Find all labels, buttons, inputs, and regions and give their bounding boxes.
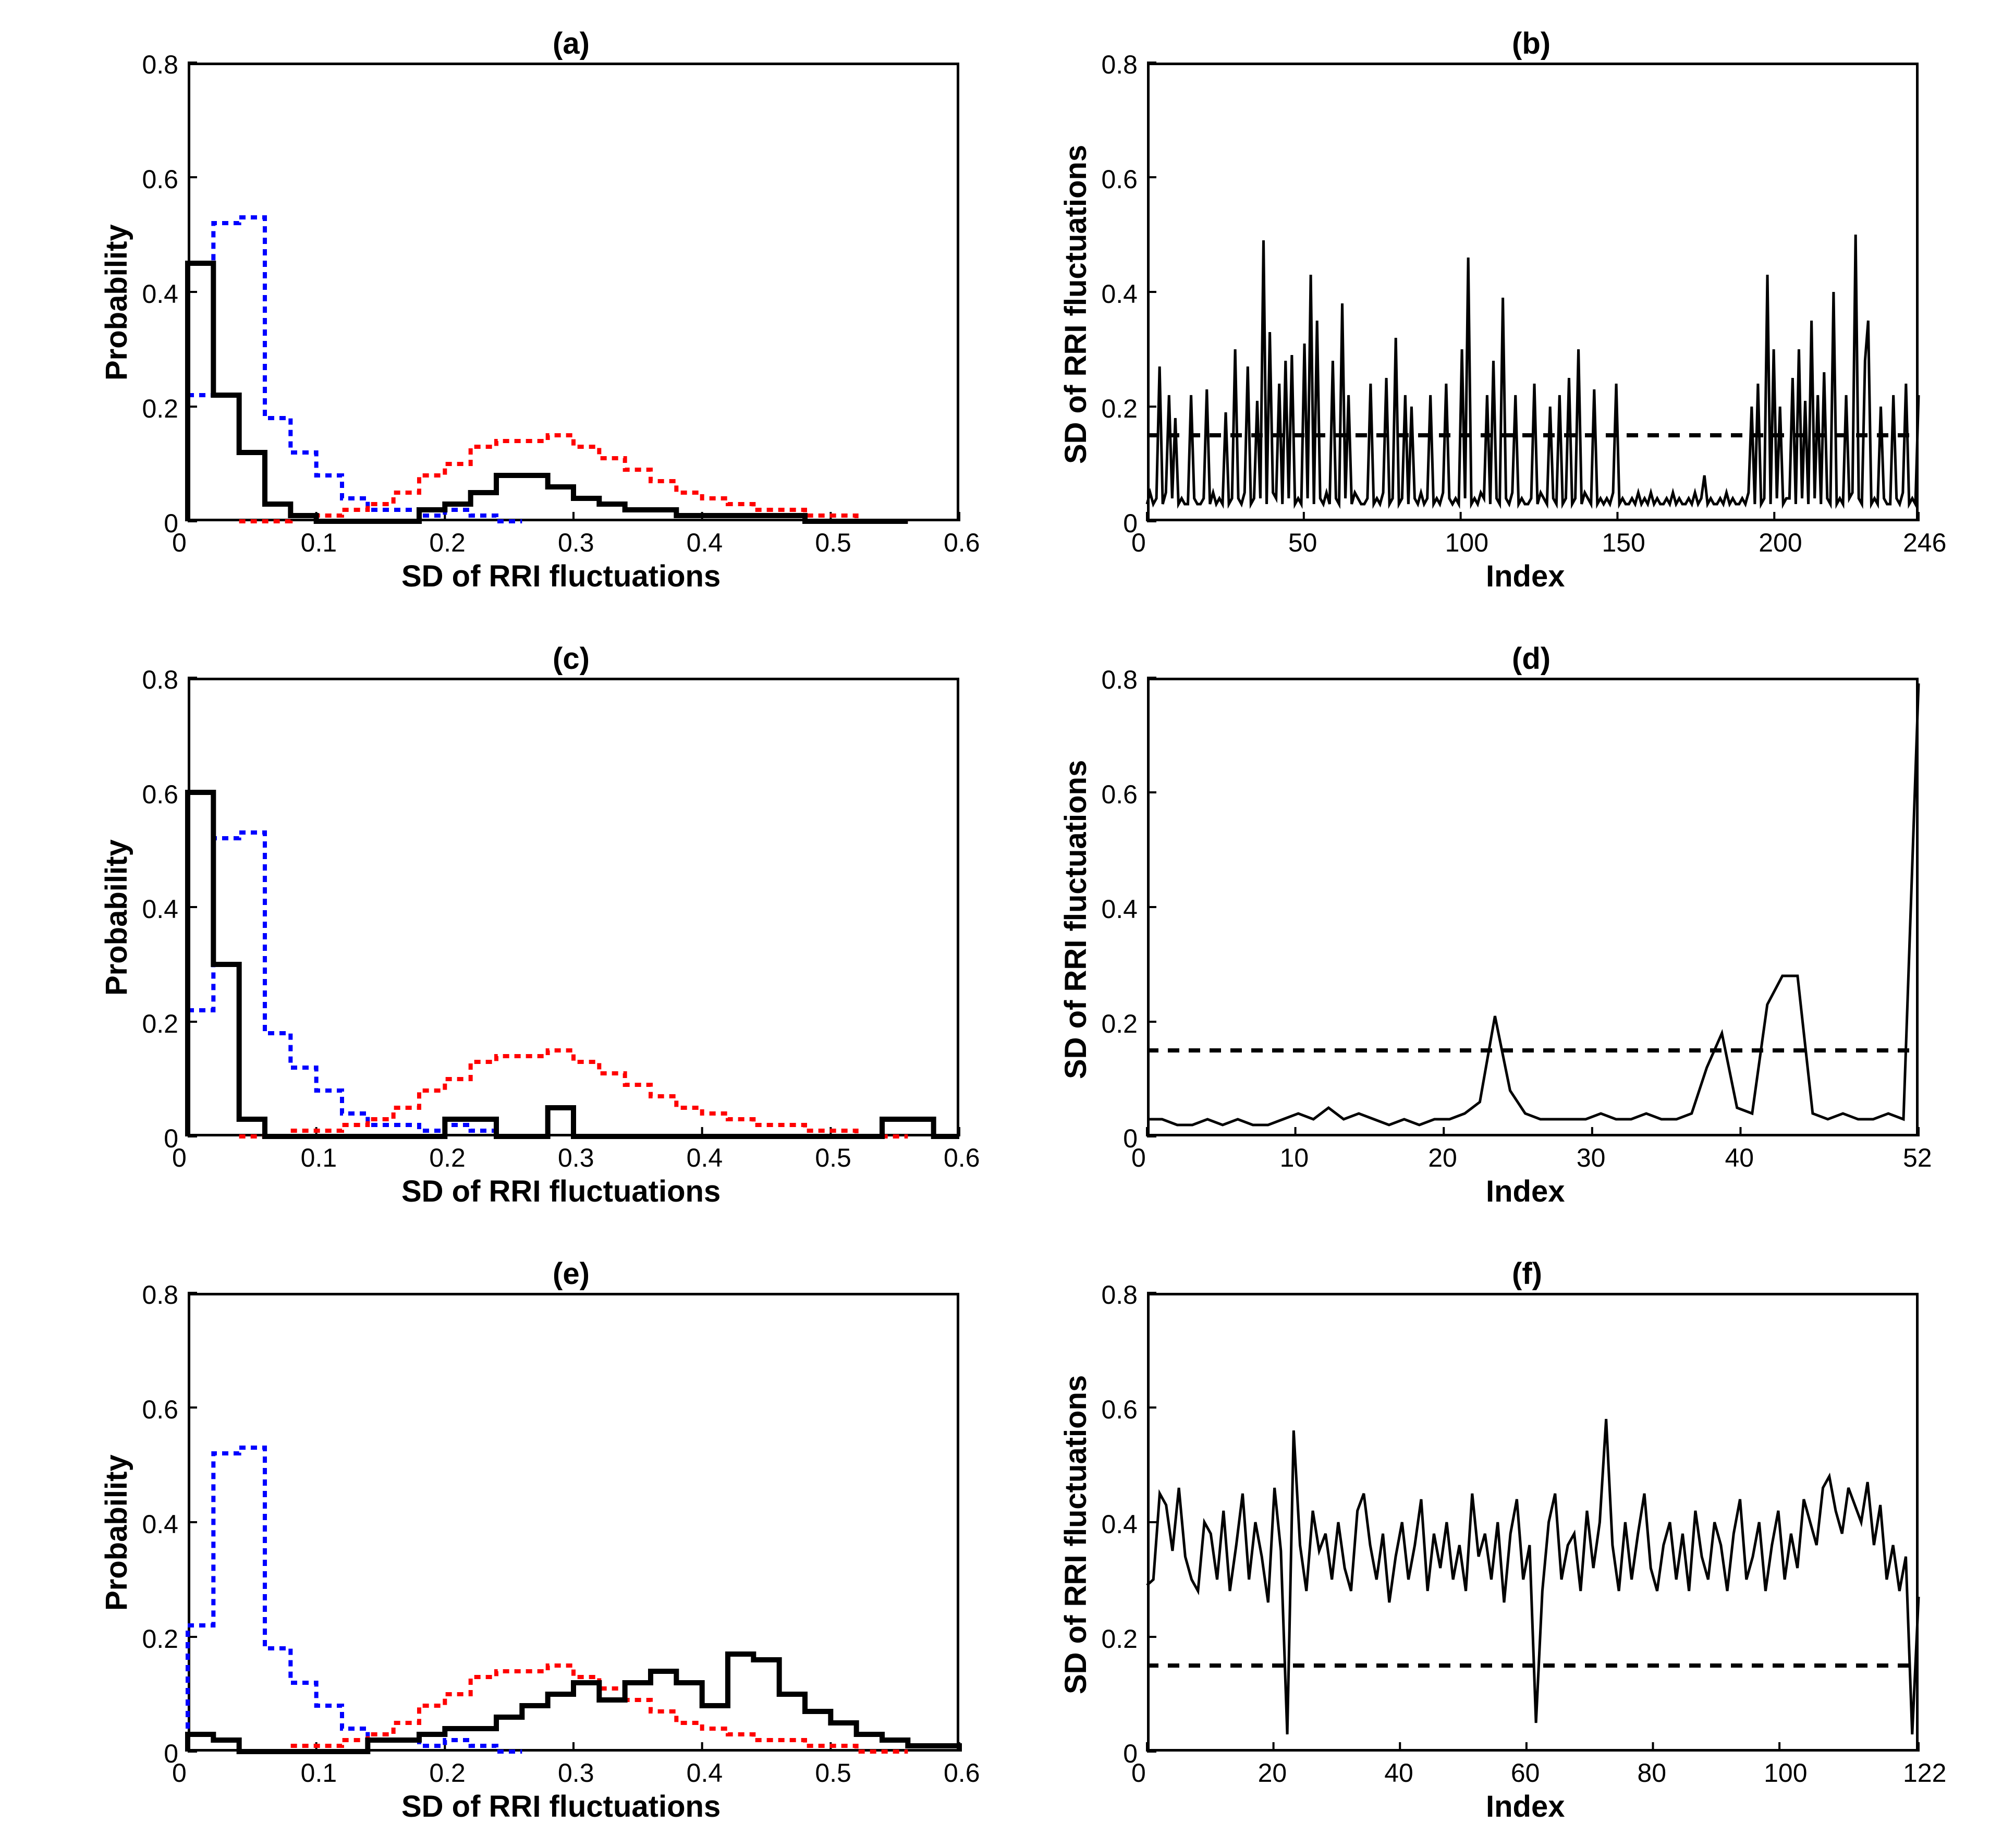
xtick-label: 0.3 bbox=[558, 528, 594, 558]
plot-svg bbox=[1147, 1293, 1919, 1752]
ytick-label: 0 bbox=[1075, 1739, 1138, 1769]
plot-svg bbox=[1147, 678, 1919, 1136]
xtick-label: 10 bbox=[1280, 1143, 1309, 1173]
hist-blue bbox=[188, 1448, 522, 1752]
xtick-label: 60 bbox=[1511, 1758, 1540, 1788]
ytick-label: 0.2 bbox=[116, 1009, 178, 1039]
ylabel: Probability bbox=[99, 224, 134, 381]
ytick-label: 0.6 bbox=[116, 1394, 178, 1425]
xtick-label: 0.3 bbox=[558, 1758, 594, 1788]
hist-black bbox=[188, 792, 959, 1136]
figure-root: (a) 0 0.1 0.2 0.3 0.4 0.5 0.6 0 0.2 0.4 0.6 0.8 SD of… bbox=[0, 0, 2002, 1848]
hist-red bbox=[239, 435, 908, 521]
xlabel: Index bbox=[1486, 1174, 1565, 1209]
ytick-label: 0.2 bbox=[116, 1624, 178, 1654]
plot-svg bbox=[1147, 63, 1919, 521]
xtick-label: 20 bbox=[1258, 1758, 1287, 1788]
xlabel: SD of RRI fluctuations bbox=[401, 559, 721, 594]
ytick-label: 0.6 bbox=[116, 164, 178, 194]
xlabel: SD of RRI fluctuations bbox=[401, 1174, 721, 1209]
panel: (f)02040608010012200.20.40.60.8IndexSD o… bbox=[1147, 1293, 1919, 1752]
xtick-label: 150 bbox=[1602, 528, 1645, 558]
hist-black bbox=[188, 1654, 959, 1752]
series-line bbox=[1147, 235, 1919, 504]
ylabel: SD of RRI fluctuations bbox=[1058, 1375, 1093, 1694]
ylabel: Probability bbox=[99, 1454, 134, 1611]
xtick-label: 0.5 bbox=[815, 528, 851, 558]
xtick-label: 40 bbox=[1384, 1758, 1413, 1788]
panel-title: (d) bbox=[1512, 641, 1551, 676]
xtick-label: 0.2 bbox=[429, 528, 466, 558]
ylabel: SD of RRI fluctuations bbox=[1058, 145, 1093, 464]
ytick-label: 0.6 bbox=[116, 779, 178, 810]
xtick-label: 40 bbox=[1725, 1143, 1754, 1173]
hist-black bbox=[188, 263, 908, 521]
xtick-label: 246 bbox=[1903, 528, 1946, 558]
xtick-label: 52 bbox=[1903, 1143, 1932, 1173]
xtick-label: 100 bbox=[1764, 1758, 1807, 1788]
xtick-label: 0.4 bbox=[687, 1758, 723, 1788]
xtick-label: 100 bbox=[1445, 528, 1488, 558]
panel-title: (f) bbox=[1512, 1256, 1542, 1291]
ytick-label: 0 bbox=[1075, 508, 1138, 539]
series-line bbox=[1147, 1419, 1919, 1734]
ytick-label: 0 bbox=[116, 508, 178, 539]
ylabel: Probability bbox=[99, 839, 134, 996]
plot-svg bbox=[188, 1293, 959, 1752]
xtick-label: 122 bbox=[1903, 1758, 1946, 1788]
ytick-label: 0.8 bbox=[116, 50, 178, 80]
xtick-label: 0.3 bbox=[558, 1143, 594, 1173]
hist-blue bbox=[188, 217, 522, 521]
ytick-label: 0.8 bbox=[116, 665, 178, 695]
xtick-label: 30 bbox=[1577, 1143, 1606, 1173]
panel: (d)0102030405200.20.40.60.8IndexSD of RR… bbox=[1147, 678, 1919, 1136]
xtick-label: 50 bbox=[1288, 528, 1317, 558]
plot-svg bbox=[188, 678, 959, 1136]
xtick-label: 0.6 bbox=[944, 528, 980, 558]
xtick-label: 0.6 bbox=[944, 1143, 980, 1173]
xlabel: SD of RRI fluctuations bbox=[401, 1789, 721, 1824]
panel: (a)00.10.20.30.40.50.600.20.40.60.8SD of… bbox=[188, 63, 959, 521]
xtick-label: 0.5 bbox=[815, 1758, 851, 1788]
xtick-label: 0.2 bbox=[429, 1758, 466, 1788]
ytick-label: 0 bbox=[1075, 1123, 1138, 1154]
xtick-label: 80 bbox=[1637, 1758, 1666, 1788]
panel-title: (e) bbox=[553, 1256, 590, 1291]
panel: (c)00.10.20.30.40.50.600.20.40.60.8SD of… bbox=[188, 678, 959, 1136]
xtick-label: 200 bbox=[1759, 528, 1802, 558]
xlabel: Index bbox=[1486, 559, 1565, 594]
ytick-label: 0.2 bbox=[116, 394, 178, 424]
xtick-label: 0.6 bbox=[944, 1758, 980, 1788]
series-line bbox=[1147, 683, 1919, 1125]
ytick-label: 0.8 bbox=[116, 1280, 178, 1310]
xtick-label: 0.1 bbox=[301, 1758, 337, 1788]
panel-title: (c) bbox=[553, 641, 590, 676]
panel-title: (a) bbox=[553, 26, 590, 61]
panel: (b)05010015020024600.20.40.60.8IndexSD o… bbox=[1147, 63, 1919, 521]
xtick-label: 0.2 bbox=[429, 1143, 466, 1173]
ytick-label: 0 bbox=[116, 1739, 178, 1769]
panel: (e)00.10.20.30.40.50.600.20.40.60.8SD of… bbox=[188, 1293, 959, 1752]
xtick-label: 0.1 bbox=[301, 528, 337, 558]
xtick-label: 0.4 bbox=[687, 1143, 723, 1173]
xtick-label: 0.1 bbox=[301, 1143, 337, 1173]
xtick-label: 0.5 bbox=[815, 1143, 851, 1173]
plot-svg bbox=[188, 63, 959, 521]
panel-title: (b) bbox=[1512, 26, 1551, 61]
xlabel: Index bbox=[1486, 1789, 1565, 1824]
xtick-label: 0.4 bbox=[687, 528, 723, 558]
xtick-label: 20 bbox=[1428, 1143, 1457, 1173]
ytick-label: 0 bbox=[116, 1123, 178, 1154]
ytick-label: 0.8 bbox=[1075, 50, 1138, 80]
ylabel: SD of RRI fluctuations bbox=[1058, 760, 1093, 1079]
ytick-label: 0.8 bbox=[1075, 665, 1138, 695]
ytick-label: 0.8 bbox=[1075, 1280, 1138, 1310]
